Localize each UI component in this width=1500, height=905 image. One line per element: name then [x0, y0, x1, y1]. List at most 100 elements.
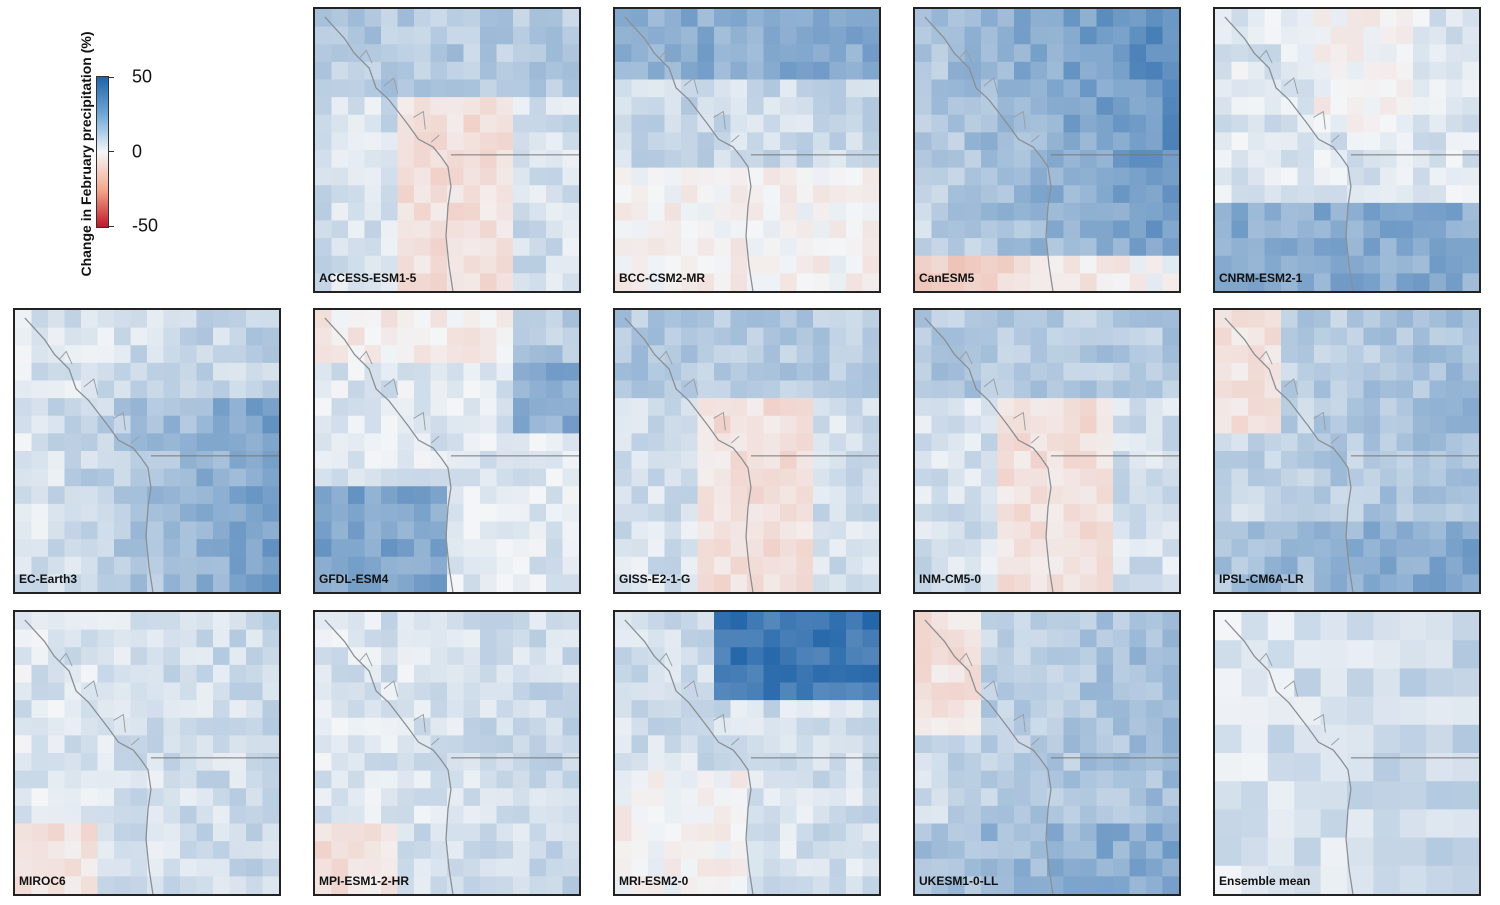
grid-cell: [529, 202, 547, 222]
grid-cell: [681, 61, 699, 81]
grid-cell: [915, 770, 933, 789]
grid-cell: [1347, 398, 1365, 417]
grid-cell: [964, 735, 982, 754]
grid-cell: [648, 468, 666, 487]
grid-cell: [615, 398, 633, 417]
grid-cell: [615, 345, 633, 364]
grid-cell: [381, 114, 399, 133]
grid-cell: [1030, 238, 1048, 257]
grid-cell: [1281, 220, 1299, 239]
grid-cell: [1215, 468, 1233, 487]
grid-cell: [1047, 362, 1065, 382]
grid-cell: [862, 841, 879, 860]
grid-cell: [364, 700, 382, 719]
grid-cell: [130, 700, 148, 719]
grid-cell: [496, 556, 514, 575]
grid-cell: [1162, 310, 1179, 329]
grid-cell: [747, 451, 765, 470]
grid-cell: [763, 574, 781, 592]
grid-cell: [1267, 640, 1295, 669]
grid-cell: [681, 503, 699, 523]
grid-cell: [364, 823, 382, 842]
grid-cell: [1248, 202, 1266, 222]
grid-cell: [1347, 167, 1365, 186]
grid-cell: [1080, 503, 1098, 523]
grid-cell: [397, 612, 415, 631]
grid-cell: [1047, 717, 1065, 736]
grid-cell: [931, 664, 949, 684]
grid-cell: [397, 345, 415, 364]
grid-cell: [1462, 132, 1479, 151]
grid-cell: [447, 167, 465, 186]
grid-cell: [697, 345, 715, 364]
grid-cell: [331, 770, 349, 789]
grid-cell: [981, 841, 999, 860]
grid-cell: [747, 841, 765, 860]
grid-cell: [615, 273, 633, 291]
grid-cell: [414, 97, 432, 116]
grid-cell: [496, 255, 514, 274]
grid-cell: [196, 398, 214, 417]
grid-cell: [81, 788, 99, 807]
grid-cell: [997, 574, 1015, 592]
grid-cell: [1380, 220, 1398, 239]
map-panel: GFDL-ESM4: [313, 308, 581, 594]
grid-cell: [664, 132, 682, 151]
grid-cell: [1146, 468, 1164, 487]
grid-cell: [981, 503, 999, 523]
grid-cell: [15, 612, 33, 631]
grid-cell: [315, 202, 333, 222]
grid-cell: [1241, 865, 1269, 894]
grid-cell: [1146, 61, 1164, 81]
grid-cell: [397, 574, 415, 592]
grid-cell: [447, 327, 465, 346]
grid-cell: [1363, 486, 1381, 505]
grid-cell: [615, 238, 633, 257]
grid-cell: [196, 345, 214, 364]
grid-cell: [430, 167, 448, 186]
grid-cell: [496, 647, 514, 666]
grid-cell: [697, 503, 715, 523]
grid-cell: [15, 556, 33, 575]
grid-cell: [981, 415, 999, 434]
grid-cell: [681, 717, 699, 736]
grid-cell: [948, 238, 966, 257]
grid-cell: [447, 664, 465, 684]
grid-cell: [529, 273, 547, 291]
grid-cell: [948, 202, 966, 222]
grid-cell: [529, 521, 547, 540]
grid-cell: [648, 345, 666, 364]
grid-cell: [48, 788, 66, 807]
grid-cell: [213, 770, 231, 789]
grid-cell: [331, 362, 349, 382]
grid-cell: [1113, 327, 1131, 346]
grid-cell: [1429, 150, 1447, 169]
grid-cell: [1080, 185, 1098, 204]
grid-cell: [496, 876, 514, 894]
grid-cell: [463, 362, 481, 382]
grid-cell: [130, 858, 148, 877]
grid-cell: [846, 9, 864, 28]
grid-cell: [1347, 668, 1374, 698]
grid-cell: [1297, 167, 1315, 186]
grid-cell: [1347, 44, 1365, 63]
grid-cell: [331, 132, 349, 151]
grid-cell: [1297, 503, 1315, 523]
grid-cell: [246, 823, 264, 842]
grid-cell: [829, 664, 847, 684]
grid-cell: [1146, 823, 1164, 842]
grid-cell: [1347, 696, 1374, 726]
grid-cell: [97, 345, 115, 364]
grid-cell: [1231, 132, 1249, 151]
grid-cell: [48, 664, 66, 684]
grid-cell: [546, 574, 564, 592]
grid-cell: [196, 735, 214, 754]
grid-cell: [229, 823, 247, 842]
grid-cell: [315, 682, 333, 701]
grid-cell: [414, 664, 432, 684]
grid-cell: [1446, 185, 1464, 204]
grid-cell: [1113, 788, 1131, 807]
grid-cell: [981, 114, 999, 133]
grid-cell: [81, 574, 99, 592]
grid-cell: [1096, 647, 1114, 666]
